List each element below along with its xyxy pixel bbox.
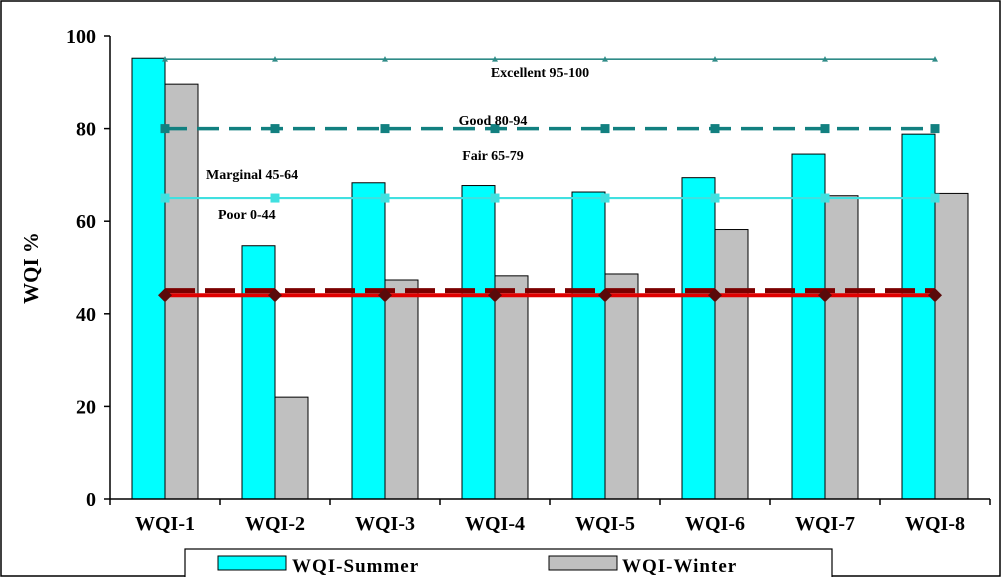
bar-wqi-summer-wqi-2 [241, 245, 276, 500]
x-tick-label-wqi-5: WQI-5 [575, 513, 635, 535]
marker-44-6 [818, 288, 832, 303]
bar-wqi-winter-wqi-3 [384, 279, 419, 500]
threshold-lines-layer [158, 56, 942, 303]
bar-wqi-winter-wqi-2 [274, 396, 309, 500]
marker-80-4 [600, 124, 610, 134]
y-tick-label-0: 0 [86, 489, 96, 511]
x-tick-label-wqi-2: WQI-2 [245, 513, 305, 535]
bar-wqi-winter-wqi-6 [714, 229, 749, 500]
band-label-poor-0-44: Poor 0-44 [218, 208, 276, 223]
marker-65-5 [710, 193, 720, 203]
marker-65-3 [490, 193, 500, 203]
x-tick-label-wqi-4: WQI-4 [465, 513, 525, 535]
marker-44-4 [598, 288, 612, 303]
x-tick-label-wqi-6: WQI-6 [685, 513, 745, 535]
marker-65-0 [160, 193, 170, 203]
legend-swatch-wqi-winter [548, 555, 618, 571]
y-tick-label-40: 40 [76, 304, 96, 326]
legend-swatch-wqi-summer [217, 555, 287, 571]
marker-65-7 [930, 193, 940, 203]
marker-44-2 [378, 288, 392, 303]
marker-95-7 [932, 56, 938, 62]
x-tick-label-wqi-8: WQI-8 [905, 513, 965, 535]
marker-80-5 [710, 124, 720, 134]
bar-wqi-summer-wqi-3 [351, 182, 386, 500]
bar-wqi-summer-wqi-8 [901, 133, 936, 500]
bar-wqi-winter-wqi-8 [934, 192, 969, 500]
band-label-excellent-95-100: Excellent 95-100 [491, 66, 589, 81]
bar-wqi-summer-wqi-5 [571, 191, 606, 500]
band-label-fair-65-79: Fair 65-79 [462, 149, 524, 164]
marker-80-6 [820, 124, 830, 134]
marker-65-4 [600, 193, 610, 203]
band-label-marginal-45-64: Marginal 45-64 [206, 168, 298, 183]
marker-80-2 [380, 124, 390, 134]
y-tick-label-80: 80 [76, 119, 96, 141]
x-tick-label-wqi-7: WQI-7 [795, 513, 855, 535]
marker-44-3 [488, 288, 502, 303]
marker-95-0 [162, 56, 168, 62]
y-axis-title: WQI % [19, 232, 43, 304]
bar-wqi-summer-wqi-1 [131, 57, 166, 500]
y-tick-label-100: 100 [66, 26, 96, 48]
marker-80-3 [490, 124, 500, 134]
axes-layer: 0 20 40 60 80 100 WQI-1 WQI-2 WQI-3 WQI-4 WQI-5 WQI… [66, 26, 991, 535]
marker-44-1 [268, 288, 282, 303]
marker-95-6 [822, 56, 828, 62]
marker-95-5 [712, 56, 718, 62]
band-label-good-80-94: Good 80-94 [459, 114, 528, 129]
marker-44-7 [928, 288, 942, 303]
marker-95-1 [272, 56, 278, 62]
bar-wqi-winter-wqi-5 [604, 273, 639, 500]
bar-wqi-summer-wqi-7 [791, 153, 826, 500]
marker-65-6 [820, 193, 830, 203]
bar-wqi-summer-wqi-6 [681, 177, 716, 500]
bar-wqi-summer-wqi-4 [461, 185, 496, 500]
marker-95-4 [602, 56, 608, 62]
legend: WQI-Summer WQI-Winter [184, 548, 833, 580]
legend-box [184, 548, 833, 580]
marker-95-2 [382, 56, 388, 62]
x-tick-label-wqi-3: WQI-3 [355, 513, 415, 535]
marker-65-1 [270, 193, 280, 203]
legend-label-wqi-winter: WQI-Winter [622, 556, 737, 577]
annotations-layer: Excellent 95-100 Good 80-94 Fair 65-79 Marg… [206, 66, 589, 223]
marker-65-2 [380, 193, 390, 203]
marker-44-0 [158, 288, 172, 303]
marker-80-1 [270, 124, 280, 134]
y-tick-label-20: 20 [76, 396, 96, 418]
y-tick-label-60: 60 [76, 211, 96, 233]
x-tick-label-wqi-1: WQI-1 [135, 513, 195, 535]
marker-44-5 [708, 288, 722, 303]
bar-wqi-winter-wqi-7 [824, 195, 859, 500]
bar-wqi-winter-wqi-4 [494, 275, 529, 500]
marker-80-0 [160, 124, 170, 134]
legend-label-wqi-summer: WQI-Summer [292, 556, 419, 577]
marker-95-3 [492, 56, 498, 62]
marker-80-7 [930, 124, 940, 134]
